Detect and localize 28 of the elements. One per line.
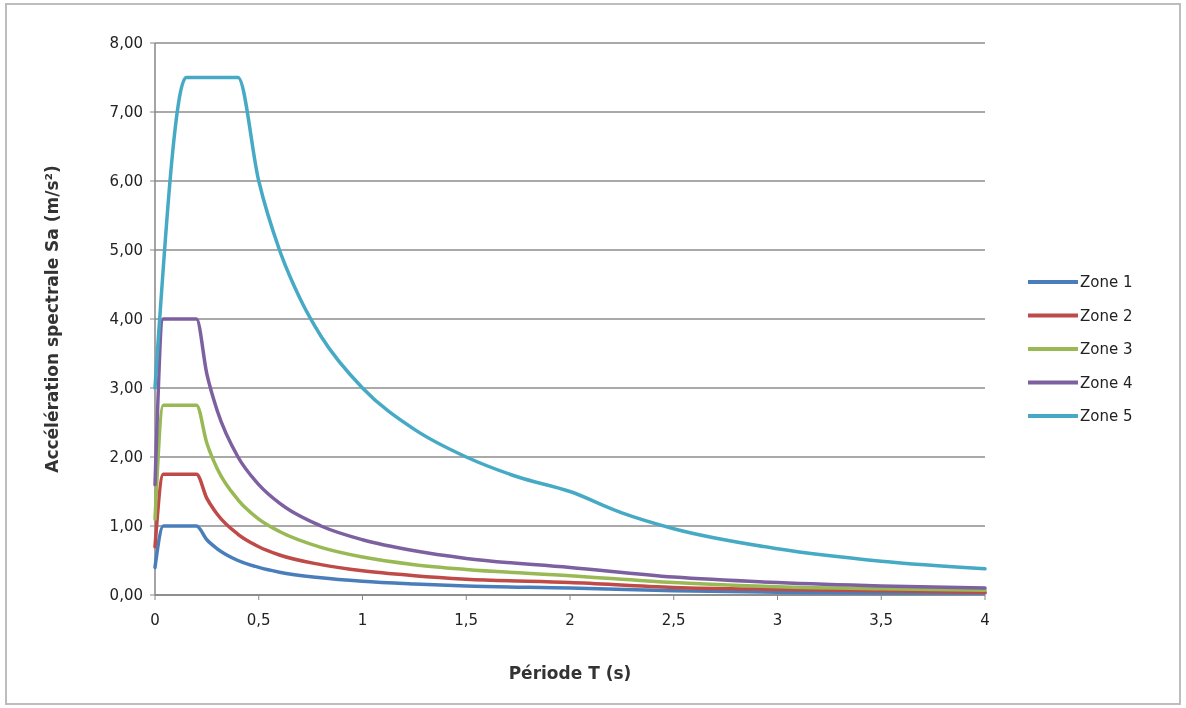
y-tick-label: 8,00 (109, 34, 143, 53)
line-series (153, 75, 987, 571)
legend-label: Zone 2 (1080, 306, 1133, 325)
legend-label: Zone 4 (1080, 373, 1133, 392)
x-tick-label: 2 (565, 611, 575, 629)
legend-label: Zone 1 (1080, 273, 1133, 292)
legend-label: Zone 5 (1080, 407, 1133, 426)
y-tick-label: 7,00 (109, 103, 143, 122)
y-tick-label: 6,00 (109, 172, 143, 191)
line-series (153, 317, 987, 590)
x-tick-label: 0 (150, 611, 160, 629)
y-tick-label: 1,00 (109, 517, 143, 536)
x-tick-label: 0,5 (246, 611, 271, 629)
y-tick-label: 3,00 (109, 379, 143, 398)
y-axis-title: Accélération spectrale Sa (m/s²) (42, 165, 62, 473)
y-tick-label: 0,00 (109, 586, 143, 605)
x-tick-label: 3 (772, 611, 783, 629)
line-series (153, 403, 987, 592)
x-tick-label: 2,5 (661, 611, 686, 629)
x-axis-title: Période T (s) (508, 663, 632, 683)
x-tick-label: 3,5 (869, 611, 894, 629)
y-tick-label: 5,00 (109, 241, 143, 260)
y-tick-label: 2,00 (109, 448, 143, 467)
x-tick-label: 4 (980, 611, 990, 629)
y-tick-label: 4,00 (109, 310, 143, 329)
x-tick-label: 1,5 (454, 611, 479, 629)
legend-label: Zone 3 (1080, 340, 1133, 359)
x-tick-label: 1 (357, 611, 368, 629)
